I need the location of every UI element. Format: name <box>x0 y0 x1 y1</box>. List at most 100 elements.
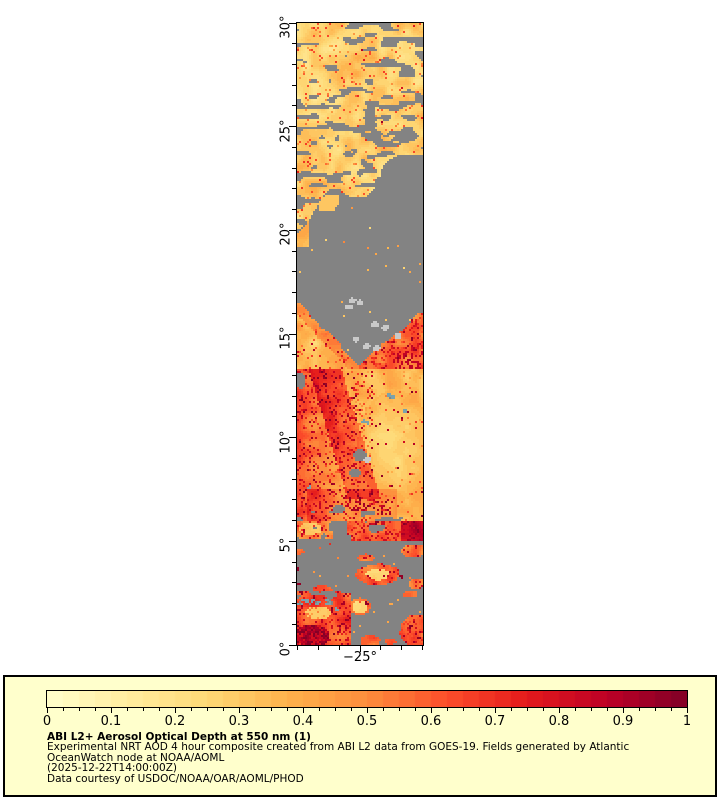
lat-minor-tick <box>292 457 296 459</box>
colorbar-minor-tick <box>574 708 576 711</box>
colorbar-tick-label: 0.6 <box>420 714 442 729</box>
lat-minor-tick <box>292 271 296 273</box>
colorbar-minor-tick <box>286 708 288 711</box>
colorbar-tick-label: 0 <box>42 714 52 729</box>
caption-line-2: OceanWatch node at NOAA/AOML <box>47 751 225 764</box>
lat-tick-label-text: 30° <box>278 15 294 39</box>
colorbar-minor-tick <box>526 708 528 711</box>
lat-tick-label-text: 0° <box>278 641 294 657</box>
lat-minor-tick <box>292 146 296 148</box>
colorbar-minor-tick <box>542 708 544 711</box>
caption-line-4: Data courtesy of USDOC/NOAA/OAR/AOML/PHO… <box>47 772 304 785</box>
lat-major-tick <box>289 437 296 439</box>
lat-minor-tick <box>292 623 296 625</box>
colorbar-tick-label: 0.5 <box>356 714 378 729</box>
lat-tick-label-text: 20° <box>278 222 294 246</box>
colorbar-major-tick <box>558 708 560 713</box>
lat-minor-tick <box>292 43 296 45</box>
lat-minor-tick <box>292 416 296 418</box>
caption: ABI L2+ Aerosol Optical Depth at 550 nm … <box>47 731 630 785</box>
legend-panel: 0 0.1 0.2 0.3 0.4 0.5 0.6 0.7 0.8 0.9 1 ABI L2+ Ae… <box>3 675 717 797</box>
lat-minor-tick <box>292 374 296 376</box>
colorbar-frame <box>46 690 688 708</box>
lat-minor-tick <box>292 499 296 501</box>
lat-major-tick <box>289 540 296 542</box>
colorbar-minor-tick <box>142 708 144 711</box>
colorbar-major-tick <box>238 708 240 713</box>
colorbar-major-tick <box>686 708 688 713</box>
caption-line-3: (2025-12-22T14:00:00Z) <box>47 762 177 775</box>
colorbar-minor-tick <box>606 708 608 711</box>
colorbar-major-tick <box>622 708 624 713</box>
colorbar-gradient <box>47 691 687 707</box>
lat-minor-tick <box>292 292 296 294</box>
colorbar-minor-tick <box>398 708 400 711</box>
lon-minor-tick <box>380 646 382 650</box>
lat-minor-tick <box>292 478 296 480</box>
lat-major-tick <box>289 126 296 128</box>
lat-minor-tick <box>292 312 296 314</box>
colorbar-tick-label: 0.7 <box>484 714 506 729</box>
caption-line-1: Experimental NRT AOD 4 hour composite cr… <box>47 741 630 754</box>
lat-minor-tick <box>292 603 296 605</box>
lon-minor-tick <box>338 646 340 650</box>
lon-minor-tick <box>421 646 423 650</box>
lat-major-tick <box>289 644 296 646</box>
lon-minor-tick <box>297 646 299 650</box>
lat-minor-tick <box>292 561 296 563</box>
colorbar-minor-tick <box>78 708 80 711</box>
lon-minor-tick <box>400 646 402 650</box>
colorbar-major-tick <box>174 708 176 713</box>
colorbar-minor-tick <box>270 708 272 711</box>
colorbar-minor-tick <box>158 708 160 711</box>
lat-minor-tick <box>292 520 296 522</box>
colorbar-minor-tick <box>654 708 656 711</box>
lat-minor-tick <box>292 188 296 190</box>
colorbar-minor-tick <box>382 708 384 711</box>
colorbar-minor-tick <box>478 708 480 711</box>
colorbar-minor-tick <box>206 708 208 711</box>
lat-minor-tick <box>292 354 296 356</box>
lon-major-tick <box>359 646 361 652</box>
colorbar-minor-tick <box>462 708 464 711</box>
lat-major-tick <box>289 229 296 231</box>
colorbar-minor-tick <box>94 708 96 711</box>
lat-minor-tick <box>292 395 296 397</box>
lat-minor-tick <box>292 105 296 107</box>
colorbar-minor-tick <box>638 708 640 711</box>
lat-tick-label-text: 10° <box>278 430 294 454</box>
colorbar-minor-tick <box>446 708 448 711</box>
colorbar-tick-label: 0.2 <box>164 714 186 729</box>
colorbar-major-tick <box>302 708 304 713</box>
lon-minor-tick <box>318 646 320 650</box>
colorbar-tick-label: 0.8 <box>548 714 570 729</box>
colorbar-minor-tick <box>62 708 64 711</box>
colorbar-minor-tick <box>414 708 416 711</box>
colorbar-major-tick <box>366 708 368 713</box>
colorbar-tick-label: 0.3 <box>228 714 250 729</box>
lat-tick-label-text: 25° <box>278 119 294 143</box>
lat-minor-tick <box>292 582 296 584</box>
colorbar-major-tick <box>46 708 48 713</box>
lat-minor-tick <box>292 209 296 211</box>
colorbar-tick-label: 1 <box>682 714 692 729</box>
colorbar-minor-tick <box>334 708 336 711</box>
lat-tick-label-text: 15° <box>278 326 294 350</box>
colorbar-minor-tick <box>318 708 320 711</box>
colorbar-tick-label: 0.9 <box>612 714 634 729</box>
colorbar-minor-tick <box>126 708 128 711</box>
lat-minor-tick <box>292 250 296 252</box>
caption-title: ABI L2+ Aerosol Optical Depth at 550 nm … <box>47 731 311 743</box>
lat-minor-tick <box>292 167 296 169</box>
colorbar-tick-label: 0.4 <box>292 714 314 729</box>
colorbar-major-tick <box>430 708 432 713</box>
colorbar-minor-tick <box>254 708 256 711</box>
colorbar-minor-tick <box>350 708 352 711</box>
lat-minor-tick <box>292 84 296 86</box>
colorbar-minor-tick <box>510 708 512 711</box>
lat-tick-label-text: 5° <box>278 537 294 553</box>
colorbar-major-tick <box>110 708 112 713</box>
aod-raster-map <box>297 23 423 645</box>
colorbar-major-tick <box>494 708 496 713</box>
